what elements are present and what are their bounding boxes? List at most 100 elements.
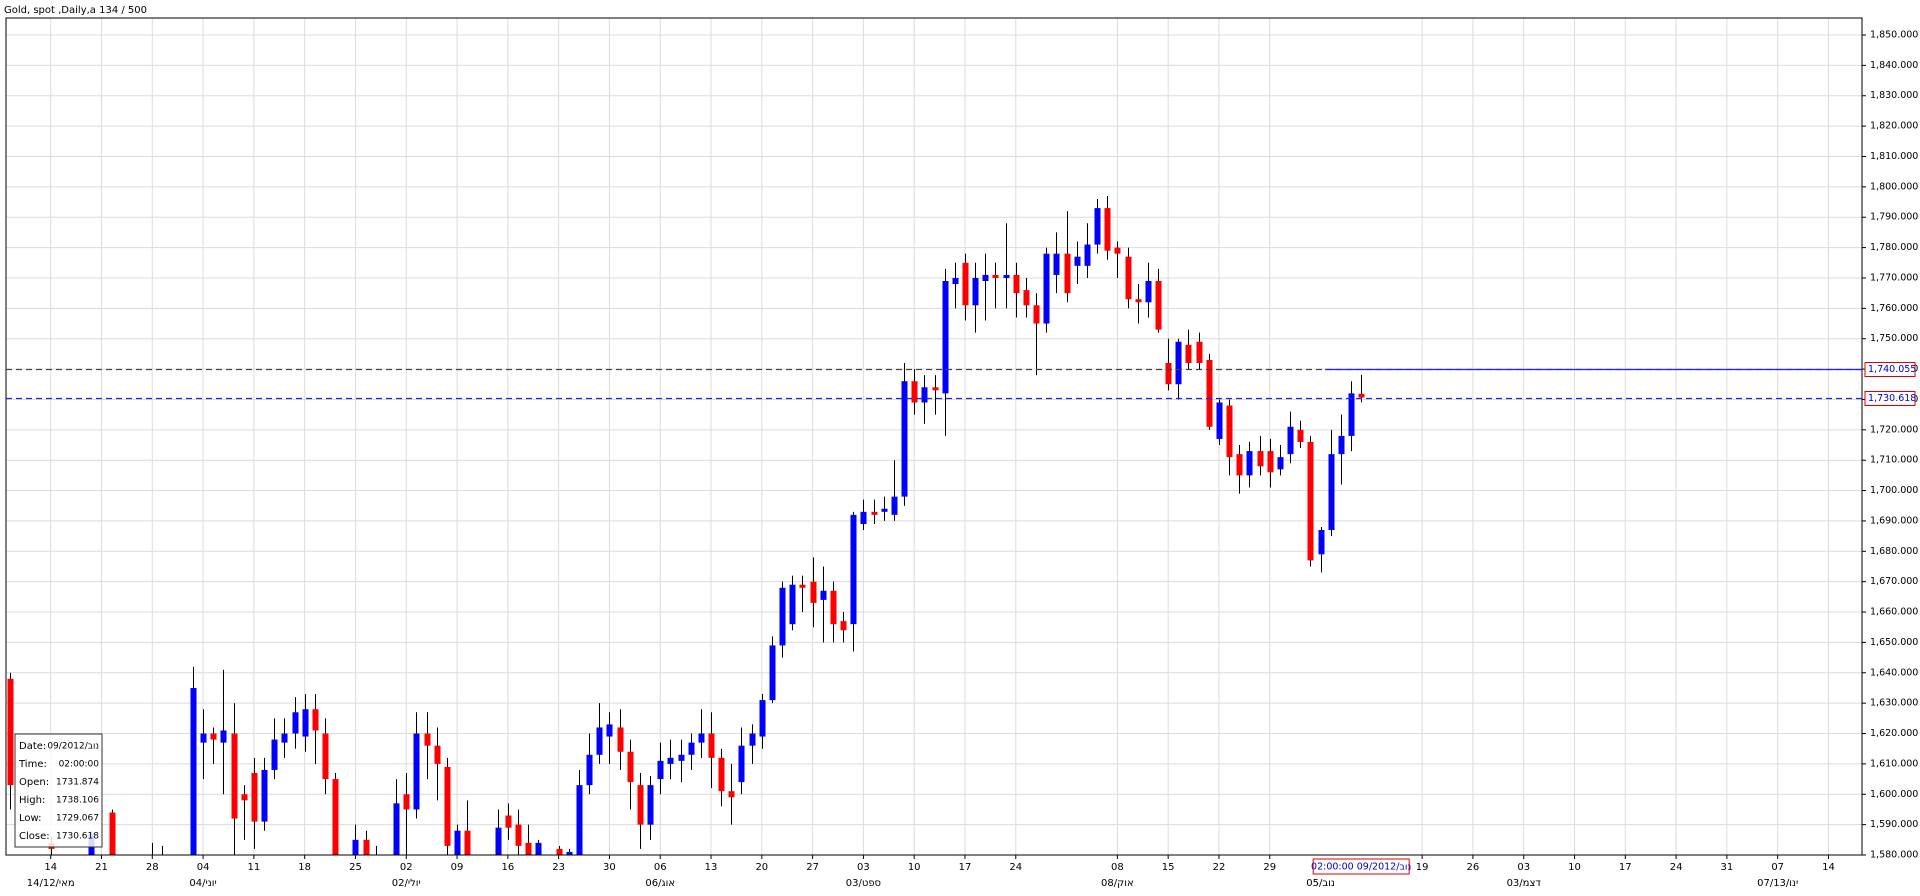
x-tick-label: 10 bbox=[908, 862, 921, 873]
candle-body bbox=[840, 621, 847, 631]
y-tick-label: 1,800.000 bbox=[1870, 181, 1918, 192]
y-tick-label: 1,640.000 bbox=[1870, 667, 1918, 678]
x-tick-label: 07 bbox=[1771, 862, 1784, 873]
y-tick-label: 1,720.000 bbox=[1870, 424, 1918, 435]
y-tick-label: 1,650.000 bbox=[1870, 637, 1918, 648]
candle-body bbox=[738, 745, 745, 783]
price-label-box bbox=[1864, 362, 1916, 377]
candle-body bbox=[1013, 274, 1020, 294]
x-tick-label: 28 bbox=[146, 862, 159, 873]
chart-title: Gold, spot ,Daily,a 134 / 500 bbox=[4, 5, 147, 16]
x-tick-label: 06 bbox=[654, 862, 667, 873]
candle-body bbox=[576, 785, 583, 855]
y-tick-label: 1,600.000 bbox=[1870, 789, 1918, 800]
candle-body bbox=[1003, 274, 1010, 278]
candle-body bbox=[1348, 393, 1355, 436]
x-tick-label: 14 bbox=[44, 862, 57, 873]
candle-body bbox=[982, 274, 989, 282]
x-month-label: 02/יולי bbox=[392, 878, 421, 889]
y-tick-label: 1,590.000 bbox=[1870, 819, 1918, 830]
tooltip-label: Date: bbox=[19, 741, 46, 752]
y-tick-label: 1,790.000 bbox=[1870, 212, 1918, 223]
x-tick-label: 04 bbox=[197, 862, 210, 873]
candle-body bbox=[231, 733, 238, 819]
y-tick-label: 1,780.000 bbox=[1870, 242, 1918, 253]
candle-body bbox=[292, 712, 299, 734]
price-label-box bbox=[1864, 391, 1916, 406]
candle-body bbox=[1236, 454, 1243, 476]
candle-body bbox=[1206, 359, 1213, 427]
candle-body bbox=[860, 511, 867, 524]
candle-body bbox=[1175, 341, 1182, 385]
x-tick-label: 23 bbox=[552, 862, 565, 873]
x-month-label: 05/נוב bbox=[1306, 878, 1335, 889]
candle-body bbox=[393, 803, 400, 855]
y-tick-label: 1,700.000 bbox=[1870, 485, 1918, 496]
x-tick-label: 02 bbox=[400, 862, 413, 873]
x-tick-label: 22 bbox=[1213, 862, 1226, 873]
candle-body bbox=[850, 514, 857, 625]
candle-body bbox=[647, 785, 654, 825]
x-month-label: 06/אוג bbox=[645, 878, 675, 889]
y-tick-label: 1,670.000 bbox=[1870, 576, 1918, 587]
x-tick-label: 21 bbox=[95, 862, 108, 873]
candle-body bbox=[810, 581, 817, 603]
x-tick-label: 30 bbox=[603, 862, 616, 873]
tooltip-value: 02:00:00 bbox=[59, 760, 100, 770]
x-month-label: 04/יוני bbox=[189, 878, 216, 889]
x-tick-label: 03 bbox=[1517, 862, 1530, 873]
candle-body bbox=[617, 727, 624, 752]
candle-body bbox=[434, 745, 441, 764]
x-tick-label: 24 bbox=[1009, 862, 1022, 873]
candle-body bbox=[271, 739, 278, 770]
x-tick-label: 11 bbox=[248, 862, 261, 873]
x-month-label: 08/אוק bbox=[1101, 878, 1134, 889]
y-tick-label: 1,850.000 bbox=[1870, 30, 1918, 41]
crosshair-label-box bbox=[1312, 858, 1410, 875]
candle-body bbox=[1246, 451, 1253, 476]
x-tick-label: 27 bbox=[806, 862, 819, 873]
candle-body bbox=[718, 757, 725, 792]
x-tick-label: 10 bbox=[1568, 862, 1581, 873]
candle-body bbox=[200, 733, 207, 743]
candle-body bbox=[1318, 530, 1325, 555]
tooltip-value: 1729.067 bbox=[56, 814, 99, 824]
candle-body bbox=[210, 733, 217, 740]
candle-body bbox=[789, 584, 796, 625]
x-tick-label: 26 bbox=[1467, 862, 1480, 873]
candle-body bbox=[1064, 253, 1071, 294]
candle-body bbox=[1307, 441, 1314, 561]
candle-body bbox=[1358, 393, 1365, 398]
candle-body bbox=[352, 839, 359, 855]
candle-body bbox=[1257, 451, 1264, 467]
candle-body bbox=[109, 812, 116, 855]
candle-body bbox=[921, 387, 928, 403]
x-tick-label: 19 bbox=[1416, 862, 1429, 873]
y-tick-label: 1,660.000 bbox=[1870, 607, 1918, 618]
candle-body bbox=[678, 754, 685, 761]
candle-body bbox=[515, 824, 522, 846]
tooltip-value: 09/2012/נוב bbox=[47, 742, 99, 752]
candle-body bbox=[1216, 402, 1223, 439]
candle-body bbox=[556, 848, 563, 855]
y-tick-label: 1,580.000 bbox=[1870, 850, 1918, 861]
candle-body bbox=[1074, 256, 1081, 266]
candle-body bbox=[1226, 405, 1233, 458]
candle-body bbox=[1287, 426, 1294, 455]
x-tick-label: 17 bbox=[959, 862, 972, 873]
x-tick-label: 14 bbox=[1822, 862, 1835, 873]
candle-body bbox=[1114, 247, 1121, 254]
candle-body bbox=[535, 842, 542, 855]
x-tick-label: 08 bbox=[1111, 862, 1124, 873]
candle-body bbox=[302, 709, 309, 737]
candle-body bbox=[667, 757, 674, 764]
candle-body bbox=[281, 733, 288, 743]
candle-body bbox=[1043, 253, 1050, 324]
x-tick-label: 18 bbox=[298, 862, 311, 873]
plot-area bbox=[7, 195, 1365, 855]
candle-body bbox=[698, 733, 705, 743]
y-tick-label: 1,840.000 bbox=[1870, 60, 1918, 71]
candle-body bbox=[708, 733, 715, 758]
